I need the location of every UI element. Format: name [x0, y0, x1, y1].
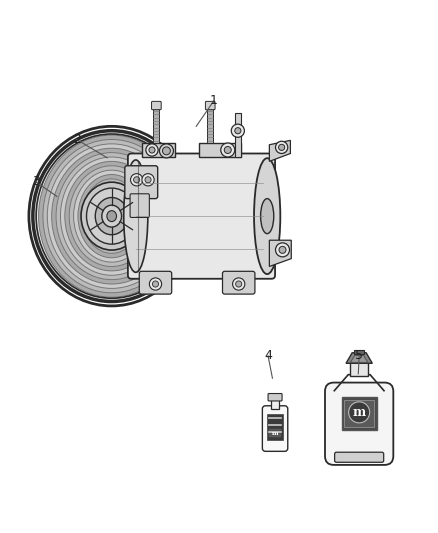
- Bar: [271, 399, 279, 409]
- Ellipse shape: [33, 131, 191, 302]
- Ellipse shape: [78, 174, 145, 258]
- FancyBboxPatch shape: [223, 271, 255, 294]
- Circle shape: [279, 246, 286, 253]
- Circle shape: [221, 143, 235, 157]
- Text: 3: 3: [32, 175, 40, 189]
- Ellipse shape: [107, 211, 117, 222]
- Text: 5: 5: [355, 349, 363, 362]
- Circle shape: [276, 141, 288, 154]
- Ellipse shape: [60, 157, 163, 275]
- Circle shape: [162, 147, 170, 155]
- Circle shape: [224, 147, 231, 154]
- Circle shape: [233, 278, 245, 290]
- Circle shape: [145, 177, 151, 183]
- Circle shape: [149, 278, 162, 290]
- Polygon shape: [269, 140, 290, 161]
- Polygon shape: [235, 113, 241, 157]
- Bar: [207, 109, 213, 143]
- Ellipse shape: [39, 135, 185, 297]
- Ellipse shape: [86, 188, 137, 244]
- Ellipse shape: [65, 161, 159, 271]
- Bar: [344, 400, 374, 427]
- Text: 4: 4: [264, 349, 272, 362]
- FancyBboxPatch shape: [268, 393, 282, 401]
- FancyBboxPatch shape: [325, 383, 393, 465]
- Bar: [267, 414, 283, 440]
- Polygon shape: [350, 356, 368, 362]
- FancyBboxPatch shape: [262, 406, 288, 451]
- Circle shape: [231, 124, 244, 138]
- Circle shape: [149, 147, 155, 153]
- Ellipse shape: [95, 198, 128, 235]
- Ellipse shape: [81, 182, 142, 250]
- Bar: [350, 362, 368, 376]
- Circle shape: [236, 281, 242, 287]
- Bar: [342, 397, 377, 430]
- Text: 2: 2: [73, 133, 81, 146]
- FancyBboxPatch shape: [130, 194, 149, 217]
- Ellipse shape: [56, 152, 167, 280]
- Ellipse shape: [69, 166, 154, 266]
- FancyBboxPatch shape: [139, 271, 172, 294]
- Circle shape: [146, 144, 158, 156]
- Ellipse shape: [254, 158, 280, 274]
- FancyBboxPatch shape: [335, 452, 384, 462]
- Ellipse shape: [261, 199, 274, 233]
- Circle shape: [235, 128, 241, 134]
- Text: m: m: [353, 406, 366, 419]
- Ellipse shape: [47, 144, 176, 288]
- Circle shape: [279, 144, 285, 150]
- FancyBboxPatch shape: [125, 166, 158, 199]
- Circle shape: [142, 174, 154, 186]
- Circle shape: [276, 243, 290, 257]
- Ellipse shape: [124, 160, 148, 272]
- Polygon shape: [346, 353, 372, 364]
- FancyBboxPatch shape: [152, 101, 161, 110]
- Ellipse shape: [74, 170, 150, 262]
- Polygon shape: [269, 240, 291, 266]
- Circle shape: [349, 402, 370, 423]
- Ellipse shape: [43, 140, 180, 293]
- Circle shape: [131, 174, 143, 186]
- Circle shape: [159, 144, 173, 158]
- Text: m: m: [272, 431, 279, 436]
- Ellipse shape: [52, 148, 172, 284]
- Ellipse shape: [82, 179, 141, 253]
- Bar: [153, 109, 159, 143]
- Bar: [354, 350, 364, 354]
- Circle shape: [152, 281, 159, 287]
- Polygon shape: [199, 143, 241, 157]
- Bar: [269, 430, 281, 437]
- FancyBboxPatch shape: [205, 101, 215, 110]
- Circle shape: [134, 177, 140, 183]
- Polygon shape: [142, 143, 175, 157]
- Ellipse shape: [102, 205, 121, 227]
- Text: 1: 1: [210, 94, 218, 108]
- FancyBboxPatch shape: [128, 154, 275, 279]
